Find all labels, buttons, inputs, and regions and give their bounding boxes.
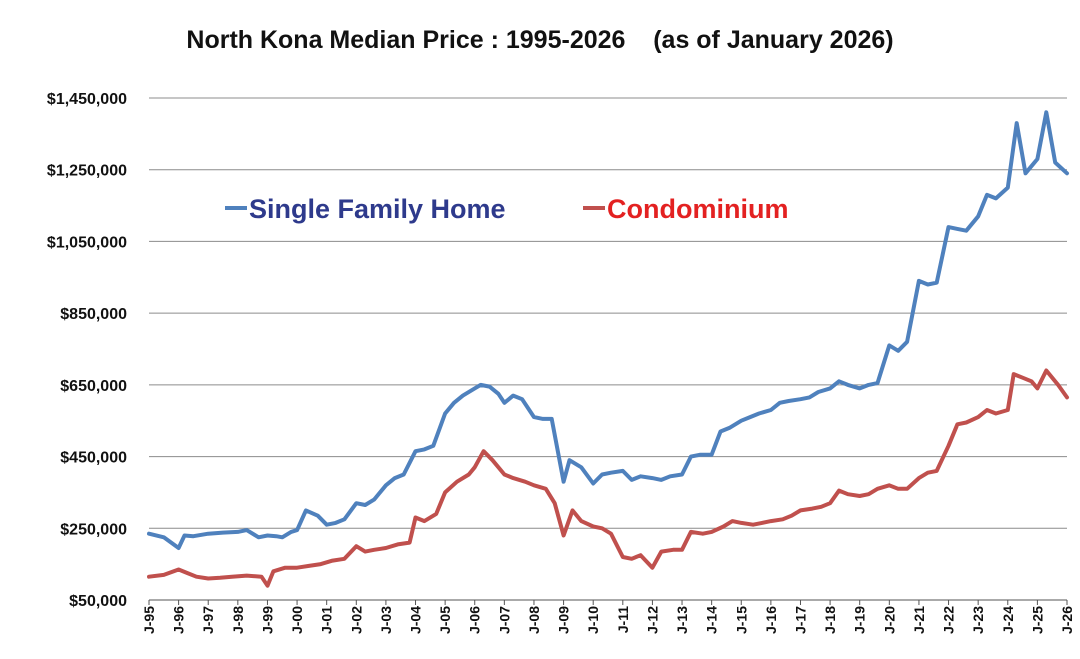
x-tick-label: J-99 (259, 606, 275, 634)
x-tick-label: J-18 (822, 606, 838, 634)
x-tick-label: J-07 (496, 606, 512, 634)
x-axis: J-95 J-96 J-97 J-98 J-99 J-00 J-01 J-02 J-03 J-04… (141, 599, 1075, 634)
y-axis-ticks: $50,000 $250,000 $450,000 $650,000 $850,000 $… (47, 91, 127, 610)
x-tick-label: J-14 (704, 606, 720, 634)
x-tick-label: J-00 (289, 606, 305, 634)
x-tick-label: J-19 (852, 606, 868, 634)
x-tick-label: J-05 (437, 606, 453, 634)
x-tick-label: J-06 (467, 606, 483, 634)
x-tick-label: J-04 (408, 606, 424, 634)
x-tick-label: J-12 (644, 606, 660, 634)
x-tick-label: J-24 (1000, 606, 1016, 634)
x-tick-label: J-15 (733, 606, 749, 634)
x-tick-label: J-22 (941, 606, 957, 634)
series-lines (147, 110, 1069, 588)
legend-label: Condominium (607, 194, 788, 224)
x-tick-label: J-13 (674, 606, 690, 634)
y-tick-label: $450,000 (60, 450, 127, 467)
x-tick-label: J-98 (230, 606, 246, 634)
x-tick-label: J-03 (378, 606, 394, 634)
y-tick-label: $1,250,000 (47, 163, 127, 180)
x-tick-label: J-01 (319, 606, 335, 634)
x-tick-label: J-26 (1059, 606, 1075, 634)
legend-label: Single Family Home (249, 194, 506, 224)
x-tick-label: J-21 (911, 606, 927, 634)
condominium-line (147, 368, 1069, 588)
x-tick-label: J-97 (200, 606, 216, 634)
gridlines (149, 97, 1067, 601)
x-tick-label: J-23 (970, 606, 986, 634)
single-family-home-line (147, 110, 1069, 550)
legend: Single Family Home Condominium (225, 194, 788, 224)
y-tick-label: $50,000 (69, 593, 127, 610)
y-tick-label: $650,000 (60, 378, 127, 395)
x-tick-label: J-08 (526, 606, 542, 634)
x-tick-label: J-09 (556, 606, 572, 634)
chart-title: North Kona Median Price : 1995-2026 (as … (186, 26, 894, 54)
x-tick-label: J-95 (141, 606, 157, 634)
x-tick-label: J-20 (881, 606, 897, 634)
x-tick-label: J-16 (763, 606, 779, 634)
y-tick-label: $1,450,000 (47, 91, 127, 108)
x-tick-label: J-25 (1029, 606, 1045, 634)
x-tick-label: J-96 (171, 606, 187, 634)
y-tick-label: $850,000 (60, 306, 127, 323)
x-tick-label: J-17 (792, 606, 808, 634)
x-tick-label: J-02 (348, 606, 364, 634)
y-tick-label: $1,050,000 (47, 234, 127, 251)
x-tick-label: J-11 (615, 606, 631, 633)
x-tick-label: J-10 (585, 606, 601, 634)
y-tick-label: $250,000 (60, 521, 127, 538)
